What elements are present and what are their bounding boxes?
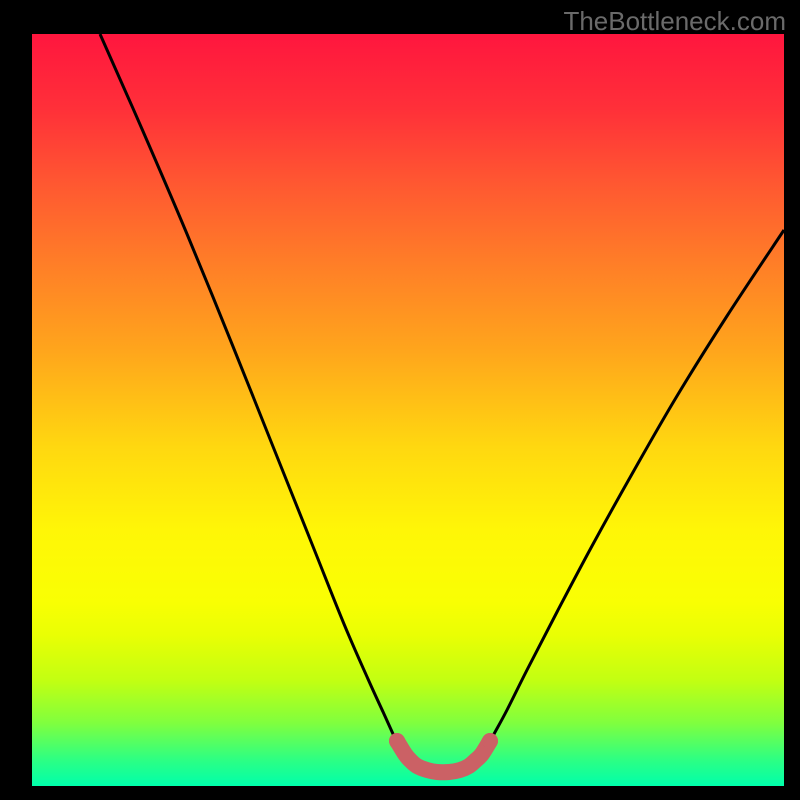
optimal-range-end-marker xyxy=(482,733,498,749)
bottleneck-curve xyxy=(100,34,784,772)
plot-area xyxy=(32,34,784,786)
optimal-range-start-marker xyxy=(389,733,405,749)
watermark-text: TheBottleneck.com xyxy=(563,6,786,37)
optimal-range-highlight xyxy=(397,741,490,772)
curve-layer xyxy=(32,34,784,786)
stage: TheBottleneck.com xyxy=(0,0,800,800)
